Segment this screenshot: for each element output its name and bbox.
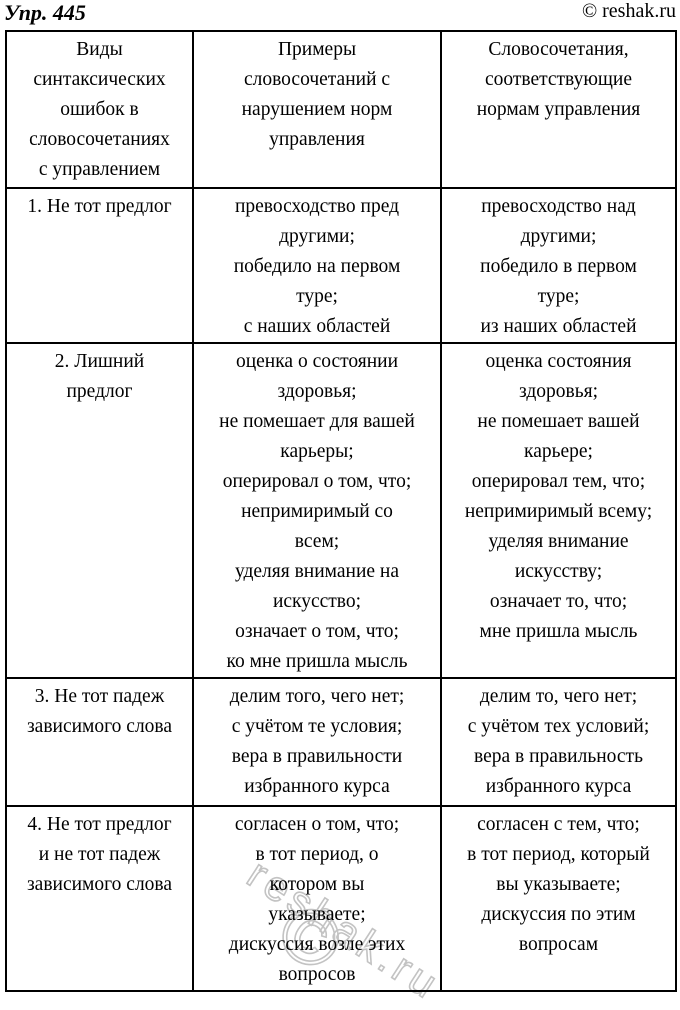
cell-row3-correct-examples: делим то, чего нет; с учётом тех условий… xyxy=(440,677,677,807)
table-row-1: 1. Не тот предлог превосходство пред дру… xyxy=(5,187,677,344)
cell-row4-error-type: 4. Не тот предлог и не тот падеж зависим… xyxy=(5,805,194,992)
row3-error-type-text: 3. Не тот падеж зависимого слова xyxy=(26,686,173,737)
cell-row2-wrong-examples: оценка о состоянии здоровья; не помешает… xyxy=(192,342,442,679)
page-title: Упр. 445 xyxy=(4,0,86,25)
cell-row4-wrong-examples: согласен о том, что; в тот период, о кот… xyxy=(192,805,442,992)
header-cell-error-types: Виды синтаксических ошибок в словосочета… xyxy=(5,30,194,189)
row3-wrong-examples-text: делим того, чего нет; с учётом те услови… xyxy=(229,686,405,797)
cell-row2-error-type: 2. Лишний предлог xyxy=(5,342,194,679)
row2-correct-examples-text: оценка состояния здоровья; не помешает в… xyxy=(464,351,653,642)
cell-row4-correct-examples: согласен с тем, что; в тот период, котор… xyxy=(440,805,677,992)
cell-row1-error-type: 1. Не тот предлог xyxy=(5,187,194,344)
row4-correct-examples-text: согласен с тем, что; в тот период, котор… xyxy=(467,814,650,955)
header-text-correct-examples: Словосочетания, соответствующие нормам у… xyxy=(476,39,641,120)
cell-row1-wrong-examples: превосходство пред другими; победило на … xyxy=(192,187,442,344)
row1-correct-examples-text: превосходство над другими; победило в пе… xyxy=(480,196,637,337)
row3-correct-examples-text: делим то, чего нет; с учётом тех условий… xyxy=(467,686,650,797)
header-cell-wrong-examples: Примеры словосочетаний с нарушением норм… xyxy=(192,30,442,189)
header-text-wrong-examples: Примеры словосочетаний с нарушением норм… xyxy=(241,39,393,150)
row2-wrong-examples-text: оценка о состоянии здоровья; не помешает… xyxy=(219,351,415,672)
cell-row3-error-type: 3. Не тот падеж зависимого слова xyxy=(5,677,194,807)
cell-row2-correct-examples: оценка состояния здоровья; не помешает в… xyxy=(440,342,677,679)
table-header-row: Виды синтаксических ошибок в словосочета… xyxy=(5,30,677,189)
row4-wrong-examples-text: согласен о том, что; в тот период, о кот… xyxy=(228,814,406,985)
header-cell-correct-examples: Словосочетания, соответствующие нормам у… xyxy=(440,30,677,189)
row1-error-type-text: 1. Не тот предлог xyxy=(27,196,172,217)
row4-error-type-text: 4. Не тот предлог и не тот падеж зависим… xyxy=(26,814,173,895)
header-text-error-types: Виды синтаксических ошибок в словосочета… xyxy=(29,39,170,180)
cell-row3-wrong-examples: делим того, чего нет; с учётом те услови… xyxy=(192,677,442,807)
row1-wrong-examples-text: превосходство пред другими; победило на … xyxy=(233,196,401,337)
cell-row1-correct-examples: превосходство над другими; победило в пе… xyxy=(440,187,677,344)
table-row-3: 3. Не тот падеж зависимого слова делим т… xyxy=(5,677,677,807)
syntax-errors-table: Виды синтаксических ошибок в словосочета… xyxy=(5,30,677,992)
copyright-text: © reshak.ru xyxy=(581,0,676,22)
table-row-2: 2. Лишний предлог оценка о состоянии здо… xyxy=(5,342,677,679)
table-row-4: 4. Не тот предлог и не тот падеж зависим… xyxy=(5,805,677,992)
row2-error-type-text: 2. Лишний предлог xyxy=(54,351,145,402)
